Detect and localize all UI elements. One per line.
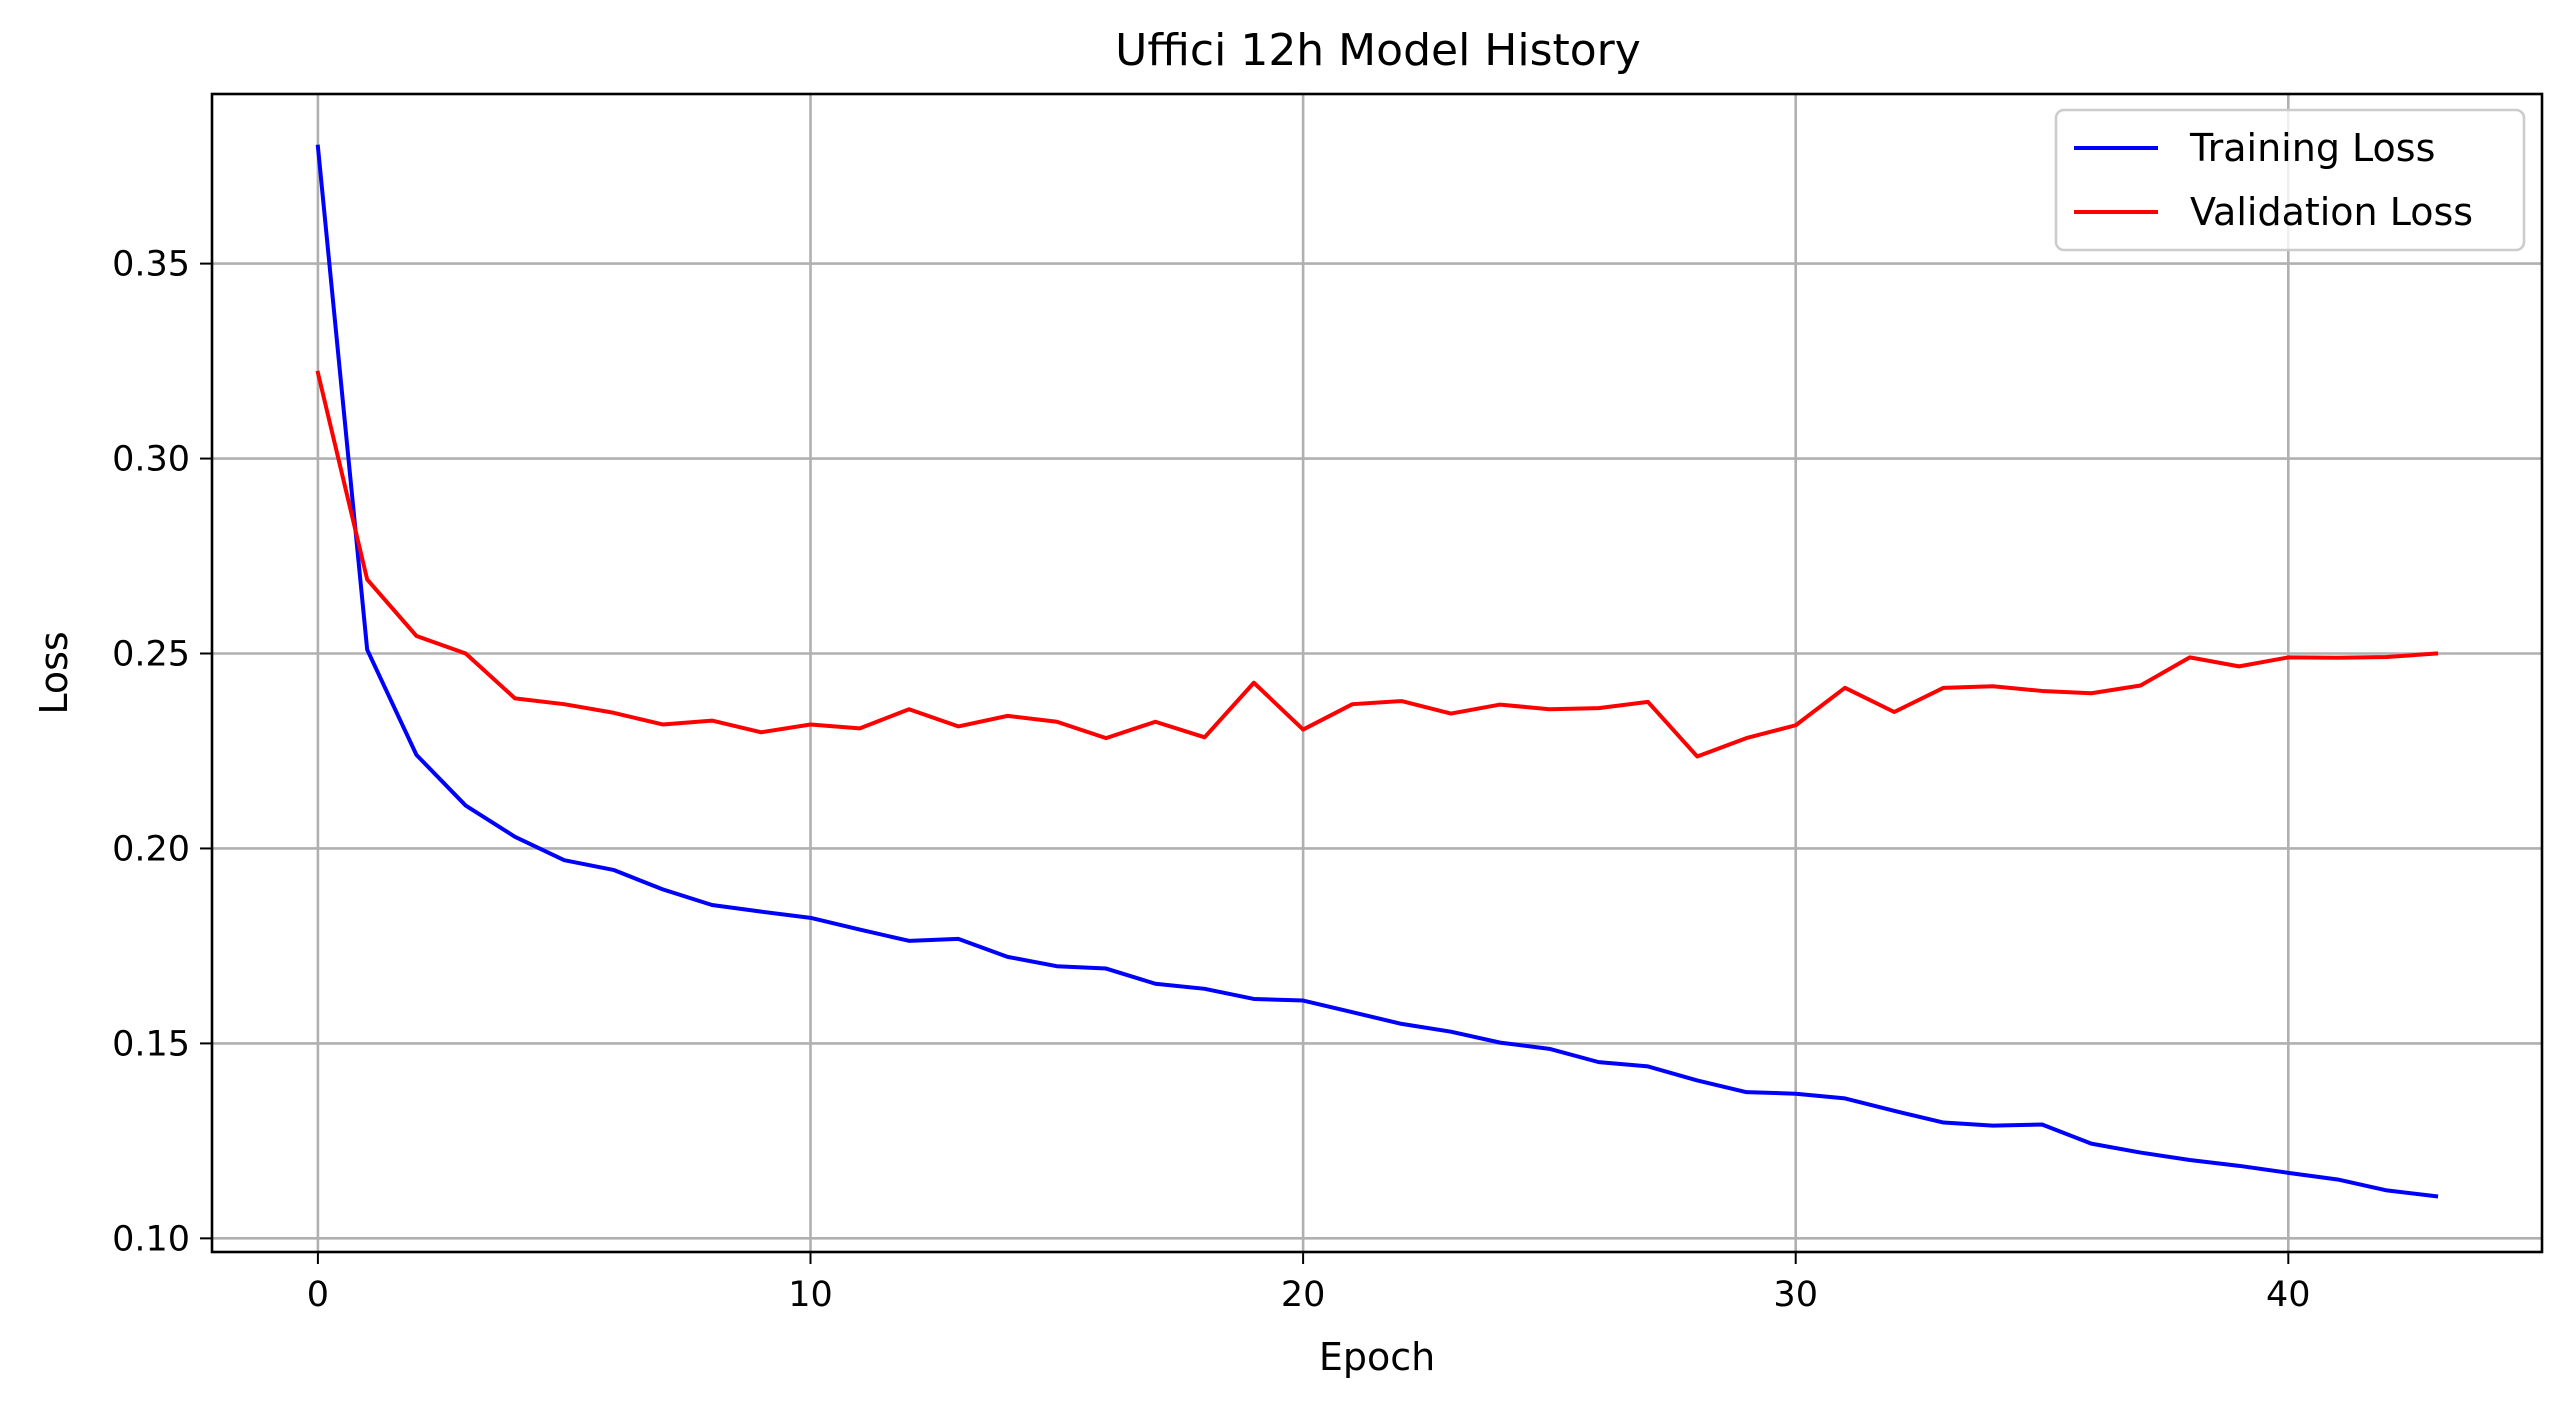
y-axis-label: Loss xyxy=(32,631,76,714)
x-tick-label: 30 xyxy=(1773,1275,1818,1315)
y-tick-label: 0.20 xyxy=(112,829,190,869)
x-axis-label: Epoch xyxy=(1319,1335,1435,1379)
series-layer xyxy=(315,144,2439,1199)
legend-label-training-loss: Training Loss xyxy=(2189,126,2435,170)
x-tick-label: 40 xyxy=(2266,1275,2311,1315)
x-axis: 0 10 20 30 40 xyxy=(307,1252,2311,1315)
series-line-training-loss xyxy=(315,144,2439,1199)
x-tick-label: 10 xyxy=(788,1275,833,1315)
legend: Training Loss Validation Loss xyxy=(2054,108,2526,252)
y-tick-label: 0.15 xyxy=(112,1024,190,1064)
y-tick-label: 0.25 xyxy=(112,635,190,675)
x-tick-label: 0 xyxy=(307,1275,329,1315)
y-tick-label: 0.10 xyxy=(112,1219,190,1259)
series-line-validation-loss xyxy=(315,370,2439,759)
y-axis: 0.10 0.15 0.20 0.25 0.30 0.35 xyxy=(112,245,212,1259)
y-tick-label: 0.35 xyxy=(112,245,190,285)
legend-box xyxy=(2054,108,2526,252)
plot-frame xyxy=(210,92,2544,1254)
legend-label-validation-loss: Validation Loss xyxy=(2190,190,2473,234)
x-tick-label: 20 xyxy=(1281,1275,1326,1315)
chart-title: Uffici 12h Model History xyxy=(1115,25,1641,76)
y-tick-label: 0.30 xyxy=(112,440,190,480)
grid xyxy=(212,94,2542,1252)
